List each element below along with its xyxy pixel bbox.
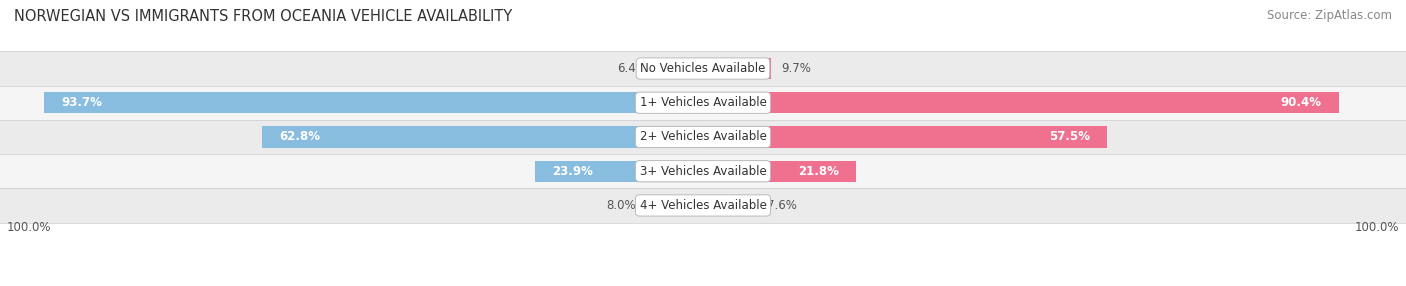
Bar bbox=[262, 126, 703, 148]
Bar bbox=[647, 195, 703, 216]
Bar bbox=[703, 92, 1339, 113]
Text: 6.4%: 6.4% bbox=[617, 62, 647, 75]
Text: 3+ Vehicles Available: 3+ Vehicles Available bbox=[640, 165, 766, 178]
Text: 62.8%: 62.8% bbox=[278, 130, 321, 144]
Text: NORWEGIAN VS IMMIGRANTS FROM OCEANIA VEHICLE AVAILABILITY: NORWEGIAN VS IMMIGRANTS FROM OCEANIA VEH… bbox=[14, 9, 512, 23]
Text: No Vehicles Available: No Vehicles Available bbox=[640, 62, 766, 75]
Bar bbox=[44, 92, 703, 113]
Bar bbox=[703, 195, 756, 216]
Bar bbox=[0, 86, 1406, 120]
Text: 21.8%: 21.8% bbox=[797, 165, 838, 178]
Text: 100.0%: 100.0% bbox=[1354, 221, 1399, 234]
Bar bbox=[0, 120, 1406, 154]
Text: 57.5%: 57.5% bbox=[1049, 130, 1090, 144]
Text: 1+ Vehicles Available: 1+ Vehicles Available bbox=[640, 96, 766, 109]
Text: 23.9%: 23.9% bbox=[553, 165, 593, 178]
Bar bbox=[703, 126, 1108, 148]
Text: 93.7%: 93.7% bbox=[62, 96, 103, 109]
Bar bbox=[534, 161, 703, 182]
Text: 7.6%: 7.6% bbox=[768, 199, 797, 212]
Bar bbox=[703, 161, 856, 182]
Bar bbox=[703, 58, 772, 79]
Bar bbox=[0, 154, 1406, 188]
Text: 90.4%: 90.4% bbox=[1279, 96, 1322, 109]
Text: 8.0%: 8.0% bbox=[606, 199, 637, 212]
Text: 4+ Vehicles Available: 4+ Vehicles Available bbox=[640, 199, 766, 212]
Text: 9.7%: 9.7% bbox=[782, 62, 811, 75]
Bar bbox=[658, 58, 703, 79]
Bar bbox=[0, 188, 1406, 223]
Bar bbox=[0, 51, 1406, 86]
Text: Source: ZipAtlas.com: Source: ZipAtlas.com bbox=[1267, 9, 1392, 21]
Text: 100.0%: 100.0% bbox=[7, 221, 52, 234]
Text: 2+ Vehicles Available: 2+ Vehicles Available bbox=[640, 130, 766, 144]
